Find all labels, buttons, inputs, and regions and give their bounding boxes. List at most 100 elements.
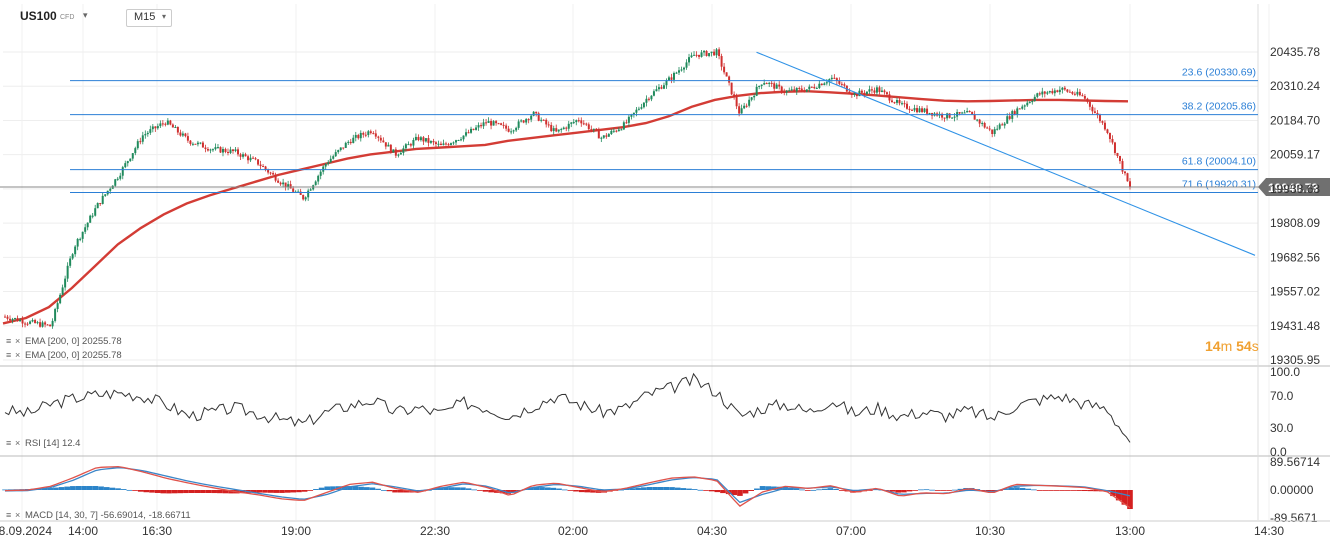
- macd-histogram-bar: [380, 489, 387, 491]
- macd-histogram-bar: [103, 487, 110, 491]
- macd-histogram-bar: [646, 486, 653, 490]
- grid: [0, 4, 1330, 520]
- candle-body: [252, 157, 255, 159]
- macd-histogram-bar: [488, 490, 494, 493]
- candle-body: [342, 147, 345, 149]
- candle-body: [337, 150, 340, 153]
- candle-body: [1083, 96, 1086, 99]
- candle-body: [733, 94, 736, 98]
- time-tick-label: 19:00: [281, 524, 311, 538]
- candle-body: [615, 130, 618, 132]
- macd-histogram-bar: [41, 488, 48, 490]
- ema-label: EMA [200, 0] 20255.78: [25, 336, 122, 347]
- symbol-dropdown-icon[interactable]: ▾: [83, 10, 88, 20]
- candle-body: [562, 127, 565, 130]
- candle-body: [29, 321, 32, 324]
- candle-body: [397, 154, 400, 156]
- timer-minutes-unit: m: [1220, 338, 1233, 354]
- candle-body: [976, 119, 979, 121]
- candle-body: [232, 149, 235, 152]
- candle-body: [788, 90, 791, 92]
- candle-body: [51, 320, 54, 327]
- candle-body: [808, 86, 811, 90]
- candle-body: [740, 108, 743, 114]
- candle-body: [329, 158, 332, 163]
- time-tick-label: 14:00: [68, 524, 98, 538]
- candle-body: [685, 62, 688, 68]
- candle-body: [1023, 105, 1026, 107]
- macd-histogram-bar: [267, 490, 274, 493]
- candle-body: [625, 122, 628, 124]
- price-tick-label: 19682.56: [1270, 250, 1320, 264]
- macd-line: [4, 465, 1131, 509]
- macd-histogram-bar: [211, 490, 217, 494]
- candle-body: [878, 87, 881, 92]
- macd-histogram-bar: [313, 489, 319, 490]
- candle-body: [1021, 106, 1024, 109]
- candle-body: [580, 120, 583, 124]
- candle-body: [1033, 96, 1036, 101]
- candle-body: [708, 53, 711, 56]
- timeframe-select[interactable]: M15 ▾: [126, 9, 172, 27]
- candle-body: [322, 166, 325, 172]
- candle-body: [404, 144, 407, 149]
- macd-histogram-bar: [205, 490, 212, 494]
- candle-body: [164, 123, 167, 125]
- candle-body: [226, 151, 229, 153]
- candle-body: [652, 91, 655, 96]
- candle-body: [895, 100, 898, 103]
- macd-histogram-bar: [618, 489, 625, 491]
- candle-body: [1001, 124, 1004, 126]
- candle-body: [412, 139, 415, 146]
- candle-body: [299, 191, 302, 195]
- ema-200-line: [2, 89, 1129, 325]
- candle-body: [642, 102, 645, 108]
- candle-body: [843, 84, 846, 86]
- macd-histogram-bar: [86, 485, 93, 490]
- symbol-name[interactable]: US100: [20, 9, 57, 23]
- candle-body: [1081, 95, 1084, 97]
- candle-body: [943, 117, 946, 119]
- candle-body: [34, 320, 37, 324]
- candle-body: [287, 184, 290, 188]
- candle-body: [677, 70, 680, 73]
- candle-body: [993, 129, 996, 135]
- candle-body: [262, 166, 265, 168]
- indicator-menu-icon: ≡: [6, 438, 11, 448]
- candle-body: [254, 158, 257, 160]
- candle-body: [31, 320, 34, 322]
- candle-body: [427, 138, 430, 143]
- candle-body: [462, 135, 465, 140]
- candle-body: [823, 83, 826, 86]
- candle-body: [640, 107, 643, 109]
- macd-histogram-bar: [934, 490, 941, 491]
- macd-histogram-bar: [1002, 489, 1009, 490]
- fib-level-label: 61.8 (20004.10): [1182, 156, 1256, 168]
- candle-body: [916, 108, 919, 113]
- candle-body: [968, 110, 971, 112]
- trendline-group[interactable]: [756, 51, 1256, 256]
- candle-body: [21, 319, 24, 324]
- candle-body: [247, 156, 250, 161]
- macd-histogram-bar: [906, 490, 913, 492]
- candle-body: [600, 137, 603, 139]
- candle-body: [9, 318, 12, 321]
- candle-body: [650, 95, 653, 100]
- candle-body: [893, 102, 896, 104]
- macd-histogram-bar: [188, 490, 195, 494]
- candle-body: [815, 87, 818, 89]
- candle-body: [695, 54, 698, 56]
- candle-body: [875, 87, 878, 93]
- price-tick-label: 19557.02: [1270, 285, 1320, 299]
- candle-body: [497, 123, 500, 125]
- macd-histogram-bar: [443, 487, 449, 490]
- candle-body: [449, 143, 452, 145]
- candle-body: [1113, 142, 1116, 153]
- candle-body: [710, 51, 713, 54]
- candle-body: [1098, 115, 1101, 122]
- candle-body: [690, 55, 693, 58]
- candle-body: [457, 139, 460, 141]
- macd-histogram-bar: [397, 490, 404, 493]
- macd-histogram-bar: [375, 488, 381, 490]
